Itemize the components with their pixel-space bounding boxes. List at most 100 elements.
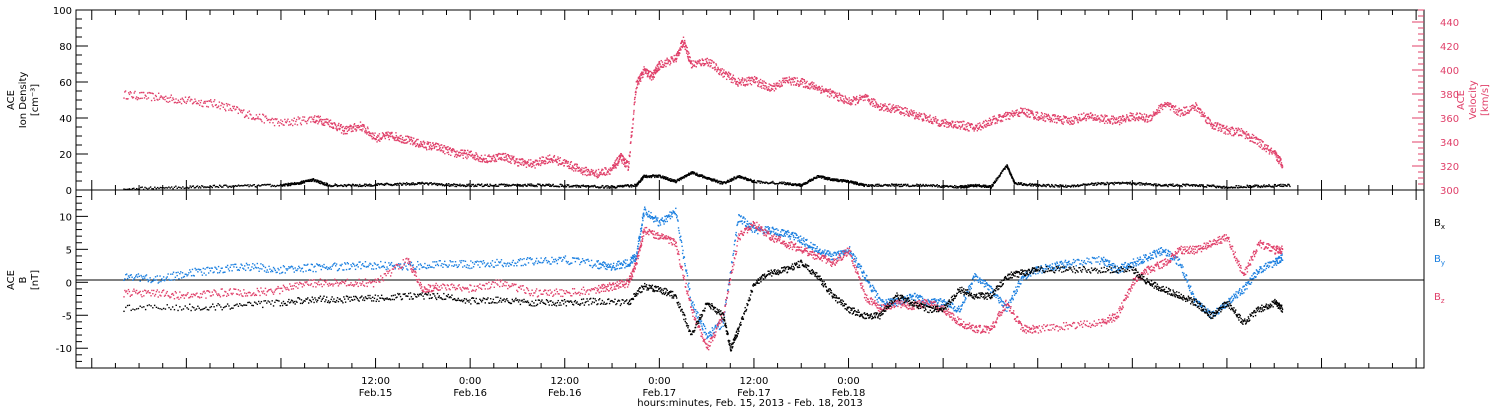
data-point-velocity	[1127, 119, 1130, 122]
data-point-velocity	[1278, 162, 1280, 165]
data-point-ion-density	[865, 184, 867, 186]
data-point-velocity	[334, 122, 336, 125]
data-point-ion-density	[513, 184, 515, 186]
data-point-ion-density	[512, 183, 514, 186]
data-point-velocity	[1046, 117, 1049, 120]
data-point-velocity	[1157, 109, 1159, 111]
data-point-velocity	[371, 138, 374, 140]
data-point-ion-density	[438, 183, 440, 186]
data-point-velocity	[1154, 112, 1157, 114]
data-point-ion-density	[836, 180, 839, 182]
data-point-velocity	[1001, 120, 1004, 122]
data-point-velocity	[408, 136, 410, 138]
data-point-ion-density	[612, 185, 614, 188]
data-point-ion-density	[395, 183, 397, 185]
data-point-velocity	[1021, 110, 1023, 112]
data-point-velocity	[312, 118, 315, 121]
data-point-ion-density	[415, 183, 417, 186]
data-point-velocity	[886, 110, 889, 112]
data-point-ion-density	[1149, 183, 1152, 185]
data-point-velocity	[865, 95, 867, 98]
data-point-velocity	[677, 51, 679, 54]
data-point-velocity	[1165, 103, 1168, 105]
data-point-velocity	[637, 80, 639, 82]
data-point-ion-density	[222, 186, 224, 188]
data-point-ion-density	[287, 183, 290, 186]
data-point-velocity	[565, 160, 568, 162]
data-point-velocity	[589, 174, 591, 176]
data-point-ion-density	[514, 184, 517, 186]
data-point-velocity	[1120, 122, 1123, 124]
data-point-velocity	[428, 148, 430, 151]
data-point-ion-density	[1088, 183, 1091, 186]
data-point-ion-density	[862, 183, 865, 186]
data-point-velocity	[604, 167, 607, 169]
data-point-ion-density	[783, 181, 785, 183]
data-point-ion-density	[375, 183, 378, 185]
data-point-ion-density	[1196, 185, 1199, 187]
data-point-ion-density	[427, 184, 430, 186]
data-point-velocity	[506, 159, 508, 161]
data-point-ion-density	[1102, 182, 1104, 184]
data-point-velocity	[902, 108, 904, 110]
data-point-ion-density	[311, 179, 314, 182]
data-point-velocity	[398, 136, 400, 138]
data-point-velocity	[241, 112, 243, 114]
data-point-velocity	[323, 118, 325, 121]
data-point-ion-density	[781, 181, 783, 183]
data-point-velocity	[172, 97, 174, 99]
data-point-ion-density	[1138, 181, 1141, 184]
data-point-ion-density	[1001, 170, 1004, 172]
data-point-velocity	[1056, 115, 1059, 118]
data-point-velocity	[597, 168, 600, 171]
data-point-ion-density	[767, 182, 769, 185]
data-point-velocity	[1234, 133, 1237, 135]
data-point-ion-density	[577, 186, 580, 188]
data-point-ion-density	[196, 185, 199, 187]
data-point-velocity	[774, 87, 777, 89]
data-point-ion-density	[692, 171, 694, 173]
data-point-velocity	[807, 86, 810, 88]
data-point-velocity	[323, 124, 326, 127]
data-point-velocity	[664, 59, 666, 62]
data-point-velocity	[1148, 115, 1151, 117]
data-point-velocity	[235, 108, 237, 110]
data-point-velocity	[1168, 103, 1171, 105]
data-point-velocity	[439, 150, 442, 152]
data-point-velocity	[746, 84, 749, 86]
data-point-velocity	[299, 117, 301, 119]
data-point-velocity	[368, 132, 371, 135]
data-point-ion-density	[781, 182, 784, 185]
data-point-ion-density	[691, 171, 693, 173]
data-point-velocity	[512, 156, 515, 159]
data-point-velocity	[229, 107, 232, 110]
data-point-velocity	[389, 133, 392, 135]
data-point-velocity	[684, 48, 687, 50]
data-point-velocity	[765, 82, 767, 84]
data-point-velocity	[211, 104, 213, 106]
data-point-velocity	[792, 84, 795, 86]
data-point-ion-density	[1049, 186, 1052, 188]
data-point-velocity	[1080, 120, 1082, 122]
data-point-velocity	[631, 127, 634, 129]
data-point-ion-density	[797, 184, 799, 187]
data-point-velocity	[766, 86, 768, 88]
data-point-ion-density	[1191, 185, 1194, 187]
data-point-velocity	[955, 126, 958, 128]
data-point-velocity	[644, 69, 646, 71]
data-point-ion-density	[588, 186, 591, 188]
data-point-ion-density	[531, 185, 533, 187]
data-point-velocity	[923, 112, 925, 115]
data-point-ion-density	[233, 185, 236, 188]
data-point-velocity	[1262, 140, 1264, 143]
data-point-velocity	[1155, 111, 1157, 114]
data-point-velocity	[151, 92, 154, 95]
data-point-velocity	[948, 125, 951, 127]
data-point-ion-density	[1202, 184, 1204, 186]
data-point-velocity	[1067, 122, 1070, 124]
data-point-velocity	[855, 99, 857, 101]
data-point-velocity	[206, 100, 209, 103]
data-point-velocity	[946, 126, 948, 129]
data-point-velocity	[282, 124, 284, 126]
data-point-ion-density	[319, 182, 322, 185]
